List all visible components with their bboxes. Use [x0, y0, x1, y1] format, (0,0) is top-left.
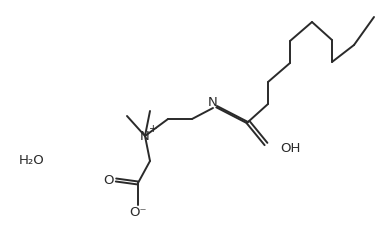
Text: O⁻: O⁻	[129, 207, 147, 219]
Text: H₂O: H₂O	[19, 154, 45, 167]
Text: OH: OH	[280, 142, 300, 155]
Text: N: N	[208, 95, 218, 109]
Text: O: O	[104, 173, 114, 186]
Text: N: N	[140, 130, 150, 143]
Text: +: +	[149, 124, 157, 134]
